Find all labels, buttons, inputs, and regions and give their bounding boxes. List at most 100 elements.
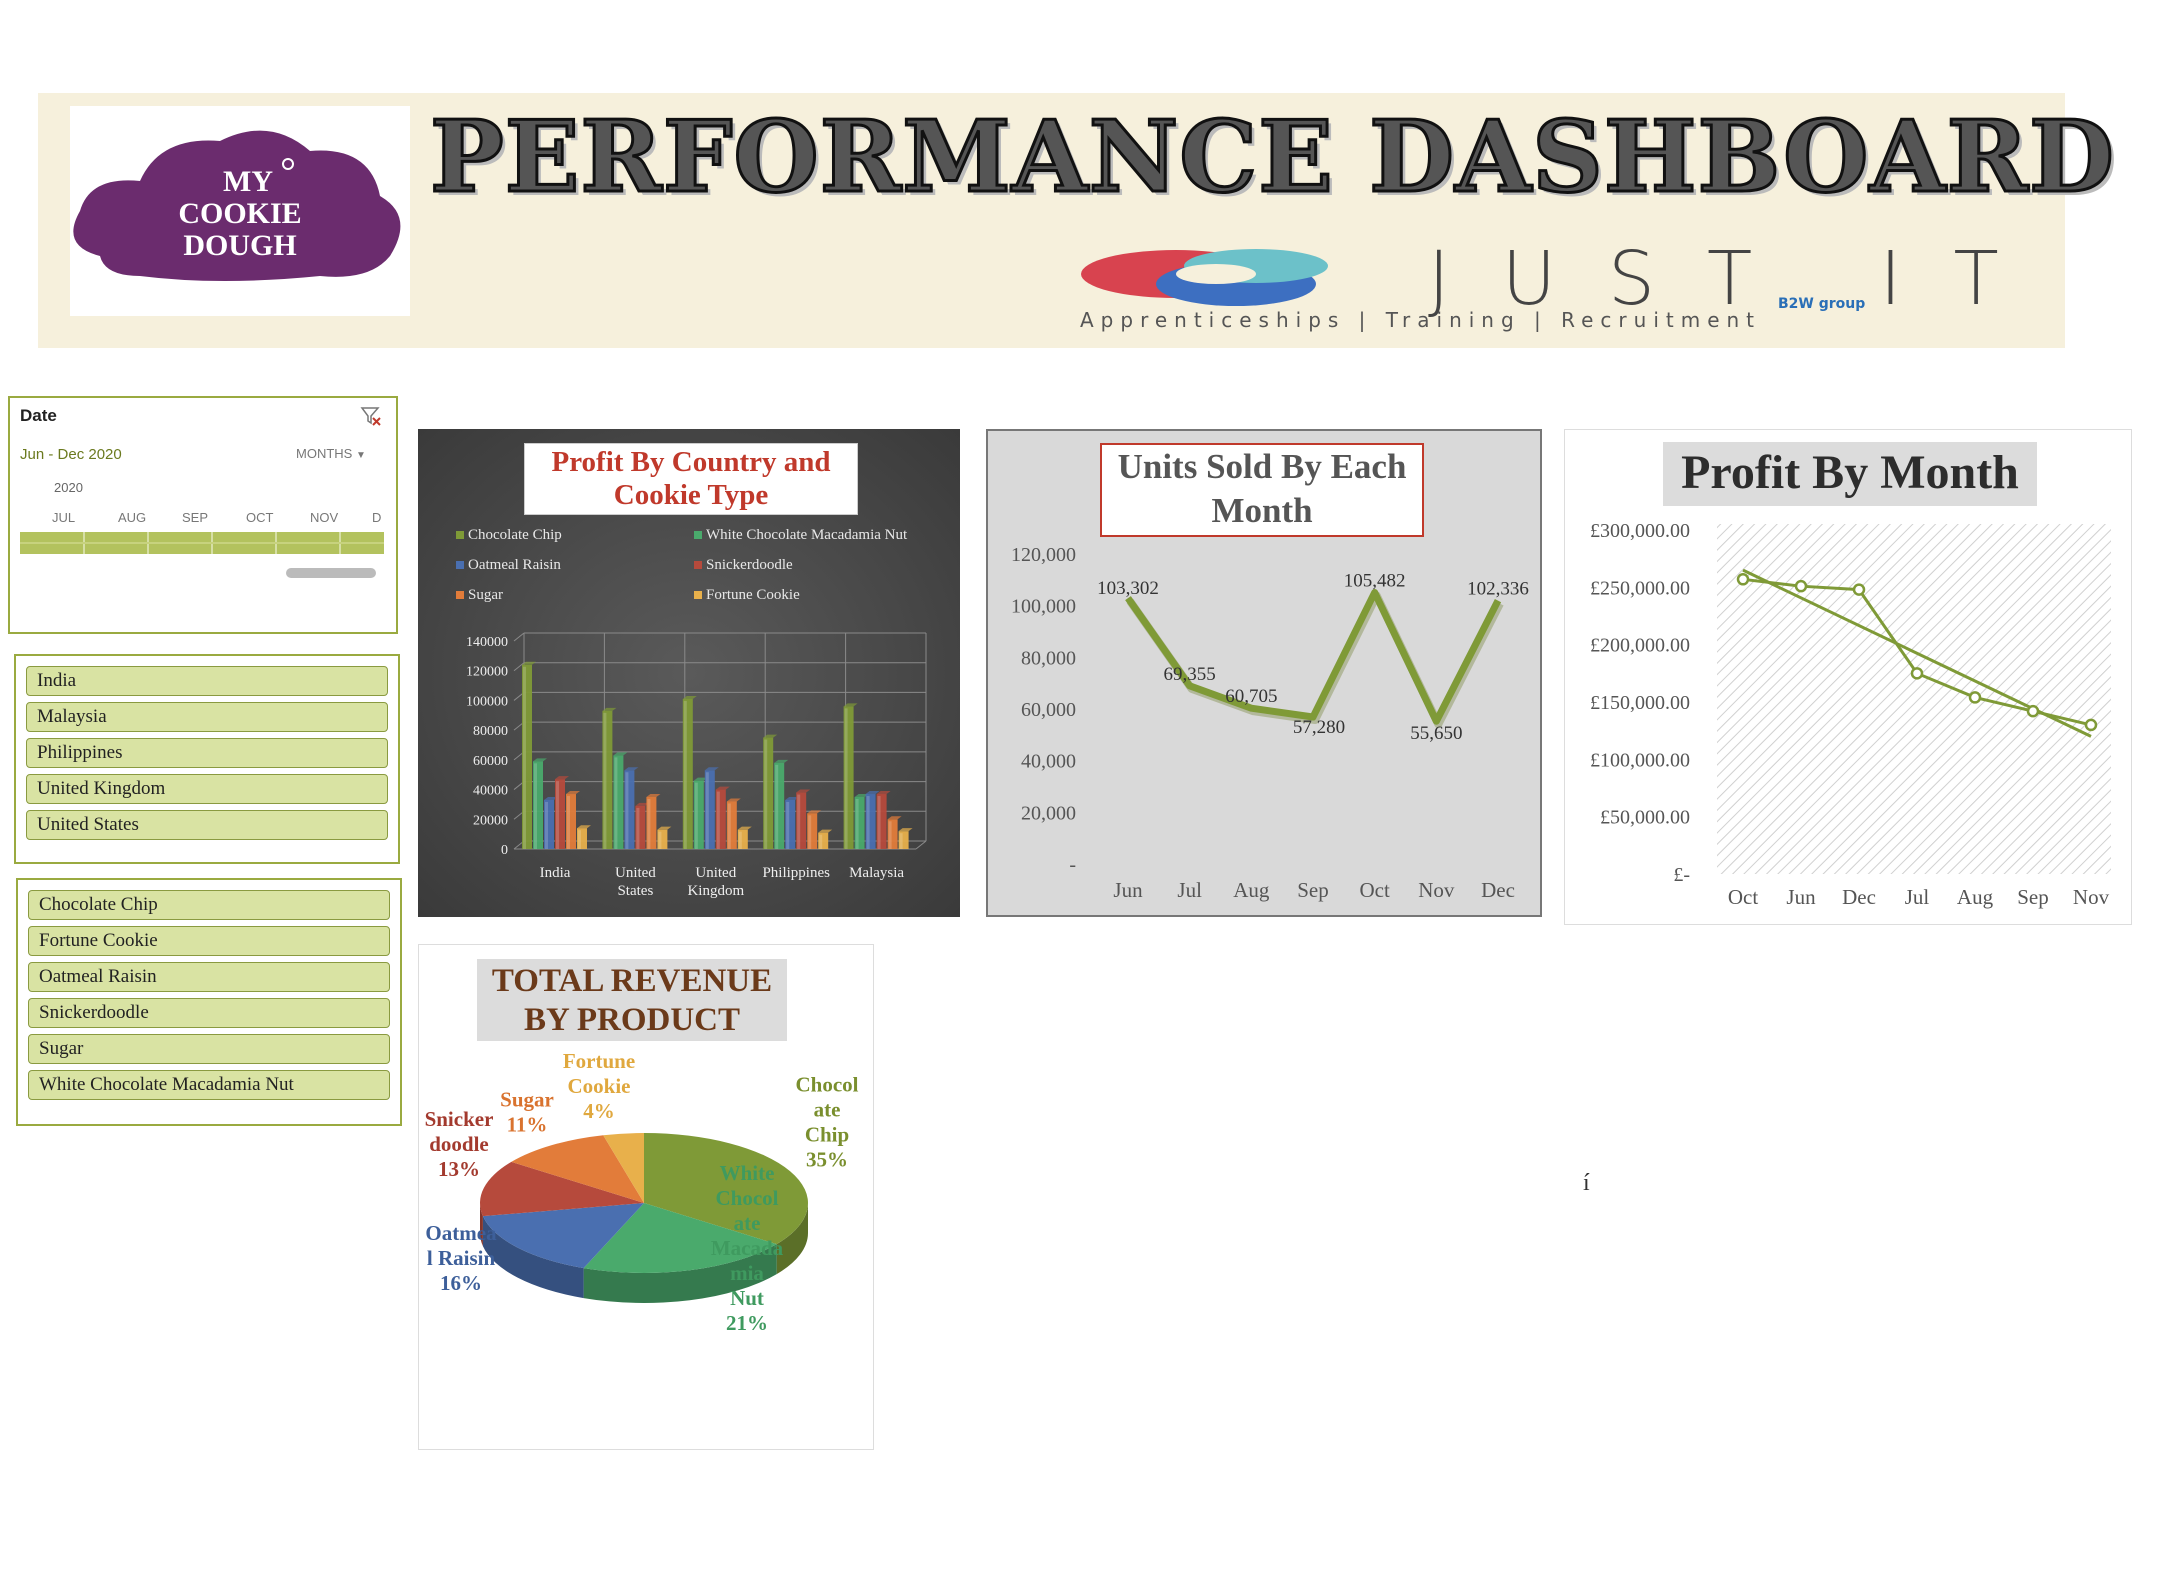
pie-slice[interactable] bbox=[603, 1133, 644, 1203]
y-tick-label: 100000 bbox=[466, 694, 508, 709]
pie-slice[interactable] bbox=[511, 1135, 644, 1203]
legend-label: Sugar bbox=[468, 587, 503, 603]
bar[interactable] bbox=[854, 794, 869, 849]
slice-label: ate bbox=[734, 1211, 761, 1235]
y-tick-label: 40000 bbox=[473, 784, 508, 799]
date-timeline-slicer[interactable]: Date Jun - Dec 2020 MONTHS ▼ 2020 JUL AU… bbox=[8, 396, 398, 634]
bar[interactable] bbox=[818, 829, 833, 849]
bar[interactable] bbox=[763, 734, 778, 849]
bar[interactable] bbox=[544, 796, 558, 849]
revenue-by-product-chart[interactable]: TOTAL REVENUE BY PRODUCT Chocol ate Chip 35… bbox=[418, 944, 874, 1450]
bar[interactable] bbox=[843, 703, 858, 849]
data-point[interactable] bbox=[1968, 691, 1982, 704]
data-label: 105,482 bbox=[1344, 571, 1406, 592]
bar[interactable] bbox=[785, 796, 800, 849]
data-point[interactable] bbox=[1794, 579, 1808, 593]
bar[interactable] bbox=[715, 786, 730, 849]
timeline-month[interactable]: AUG bbox=[118, 510, 147, 525]
bar[interactable] bbox=[522, 661, 536, 849]
bar[interactable] bbox=[602, 707, 617, 849]
timeline-month[interactable]: D bbox=[372, 510, 382, 525]
y-tick-label: 60,000 bbox=[1021, 699, 1076, 721]
timeline-scrollbar[interactable] bbox=[286, 568, 376, 578]
bar[interactable] bbox=[533, 758, 547, 849]
slicer-item-snickerdoodle[interactable]: Snickerdoodle bbox=[28, 998, 390, 1028]
bar[interactable] bbox=[682, 695, 697, 849]
profit-by-country-chart[interactable]: Profit By Country and Cookie Type Chocol… bbox=[418, 429, 960, 917]
bar[interactable] bbox=[624, 767, 639, 849]
pie-slice[interactable] bbox=[644, 1133, 808, 1245]
slice-percent: 11% bbox=[507, 1113, 548, 1137]
bar[interactable] bbox=[657, 826, 672, 849]
bar[interactable] bbox=[807, 810, 822, 849]
y-tick-label: 120000 bbox=[466, 665, 508, 680]
timeline-month[interactable]: OCT bbox=[246, 510, 274, 525]
data-point[interactable] bbox=[2026, 704, 2040, 718]
slicer-item-india[interactable]: India bbox=[26, 666, 388, 696]
bar[interactable] bbox=[613, 752, 628, 849]
timeline-selection-bar[interactable] bbox=[20, 532, 384, 554]
timeline-month[interactable]: SEP bbox=[182, 510, 209, 525]
slice-label: doodle bbox=[429, 1132, 489, 1156]
x-tick-label: Aug bbox=[1233, 878, 1270, 902]
x-tick-label: United bbox=[615, 865, 656, 881]
bar[interactable] bbox=[555, 776, 569, 849]
y-tick-label: £50,000.00 bbox=[1600, 807, 1690, 829]
x-tick-label: Sep bbox=[1297, 878, 1329, 902]
partner-wordmark: JUST IT bbox=[1428, 236, 2051, 322]
bar[interactable] bbox=[704, 767, 719, 849]
clear-filter-icon[interactable] bbox=[360, 406, 382, 426]
x-tick-label: Jun bbox=[1113, 878, 1143, 902]
slicer-item-philippines[interactable]: Philippines bbox=[26, 738, 388, 768]
bar[interactable] bbox=[796, 789, 811, 849]
profit-by-month-chart[interactable]: Profit By Month £- £50,000.00 £100,000.00 £… bbox=[1564, 429, 2132, 925]
pie-slice[interactable] bbox=[482, 1203, 644, 1269]
slice-percent: 13% bbox=[438, 1157, 480, 1181]
bar[interactable] bbox=[566, 791, 580, 849]
slicer-item-sugar[interactable]: Sugar bbox=[28, 1034, 390, 1064]
data-point[interactable] bbox=[1736, 573, 1750, 586]
y-tick-label: 120,000 bbox=[1011, 544, 1076, 566]
slicer-item-chocolate-chip[interactable]: Chocolate Chip bbox=[28, 890, 390, 920]
slicer-item-white-chocolate-macadamia-nut[interactable]: White Chocolate Macadamia Nut bbox=[28, 1070, 390, 1100]
data-point[interactable] bbox=[1852, 583, 1866, 596]
slice-label: Fortune bbox=[563, 1049, 635, 1073]
time-level-dropdown[interactable]: MONTHS ▼ bbox=[296, 446, 366, 461]
bar[interactable] bbox=[865, 791, 880, 849]
bar[interactable] bbox=[577, 825, 591, 849]
x-tick-label: Jul bbox=[1177, 878, 1202, 902]
bar[interactable] bbox=[898, 828, 913, 849]
y-tick-label: 140000 bbox=[466, 635, 508, 650]
bar[interactable] bbox=[693, 777, 708, 849]
x-tick-label: Kingdom bbox=[687, 883, 744, 899]
timeline-month[interactable]: NOV bbox=[310, 510, 339, 525]
slice-percent: 16% bbox=[440, 1271, 482, 1295]
bar[interactable] bbox=[635, 802, 650, 849]
pie-slice[interactable] bbox=[583, 1203, 777, 1273]
bar[interactable] bbox=[774, 759, 789, 849]
series-line[interactable] bbox=[1125, 589, 1502, 725]
country-slicer: India Malaysia Philippines United Kingdo… bbox=[14, 654, 400, 864]
data-point[interactable] bbox=[2084, 718, 2098, 732]
bar[interactable] bbox=[737, 826, 752, 849]
chart-title: Profit By Month bbox=[1663, 442, 2037, 506]
slice-label: Sugar bbox=[500, 1088, 554, 1112]
chart-title: Units Sold By Each Month bbox=[1100, 443, 1424, 537]
data-point[interactable] bbox=[1910, 667, 1924, 680]
slicer-item-malaysia[interactable]: Malaysia bbox=[26, 702, 388, 732]
bar[interactable] bbox=[646, 794, 661, 849]
y-tick-label: - bbox=[1069, 854, 1076, 876]
slicer-item-united-kingdom[interactable]: United Kingdom bbox=[26, 774, 388, 804]
slicer-item-united-states[interactable]: United States bbox=[26, 810, 388, 840]
timeline-month[interactable]: JUL bbox=[52, 510, 76, 525]
bar[interactable] bbox=[726, 798, 741, 849]
pie-slice[interactable] bbox=[480, 1161, 644, 1217]
bar[interactable] bbox=[887, 816, 902, 849]
units-sold-chart[interactable]: Units Sold By Each Month - 20,000 40,000 60… bbox=[986, 429, 1542, 917]
bar[interactable] bbox=[876, 791, 891, 849]
data-label: 55,650 bbox=[1410, 723, 1462, 744]
slicer-item-oatmeal-raisin[interactable]: Oatmeal Raisin bbox=[28, 962, 390, 992]
x-tick-label: Nov bbox=[1418, 878, 1455, 902]
legend-label: Snickerdoodle bbox=[706, 557, 793, 573]
slicer-item-fortune-cookie[interactable]: Fortune Cookie bbox=[28, 926, 390, 956]
